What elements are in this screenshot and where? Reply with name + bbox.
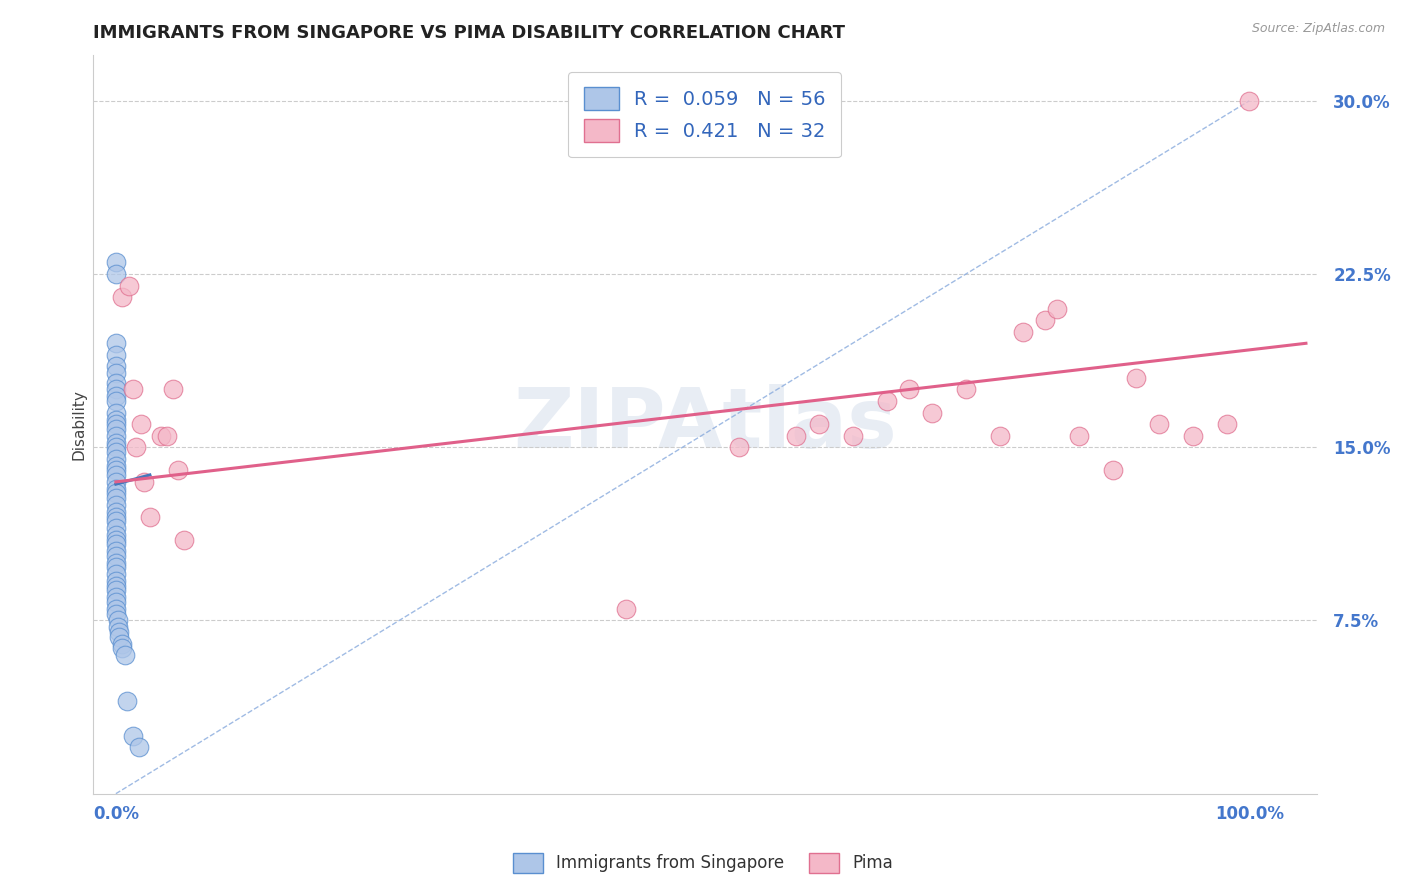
Point [104,528,127,542]
Point [104,376,127,390]
Point [104,475,127,489]
Legend: Immigrants from Singapore, Pima: Immigrants from Singapore, Pima [506,847,900,880]
Point [104,406,127,420]
Point [104,544,127,558]
Point [104,533,127,547]
Point [104,556,127,570]
Point [104,491,127,505]
Point [104,509,127,524]
Point [728,440,751,454]
Point [134,475,156,489]
Point [104,394,127,409]
Point [104,521,127,535]
Point [841,428,863,442]
Point [150,428,173,442]
Point [167,463,190,477]
Point [104,336,127,351]
Point [104,602,127,616]
Point [108,625,131,640]
Point [104,348,127,362]
Point [104,412,127,426]
Point [104,467,127,482]
Point [110,290,132,304]
Point [128,740,150,755]
Point [104,463,127,477]
Point [104,486,127,500]
Point [104,445,127,459]
Point [115,694,138,708]
Point [104,514,127,528]
Point [1069,428,1091,442]
Point [1125,371,1147,385]
Point [1181,428,1204,442]
Point [1045,301,1067,316]
Point [104,389,127,403]
Point [107,620,129,634]
Point [104,367,127,381]
Point [121,729,143,743]
Point [104,428,127,442]
Point [898,383,921,397]
Point [104,595,127,609]
Point [173,533,195,547]
Point [104,458,127,473]
Point [104,267,127,281]
Point [107,614,129,628]
Point [108,630,131,644]
Point [104,422,127,436]
Point [104,359,127,374]
Point [1102,463,1125,477]
Point [114,648,136,662]
Point [104,537,127,551]
Point [104,567,127,582]
Point [955,383,977,397]
Point [121,383,143,397]
Point [104,505,127,519]
Point [104,574,127,589]
Legend: R =  0.059   N = 56, R =  0.421   N = 32: R = 0.059 N = 56, R = 0.421 N = 32 [568,71,841,158]
Point [104,591,127,605]
Point [104,255,127,269]
Point [118,278,141,293]
Text: ZIPAtlas: ZIPAtlas [513,384,897,465]
Point [104,451,127,466]
Point [139,509,162,524]
Point [129,417,152,431]
Point [807,417,830,431]
Point [1147,417,1170,431]
Point [1011,325,1033,339]
Point [104,579,127,593]
Text: Source: ZipAtlas.com: Source: ZipAtlas.com [1251,22,1385,36]
Point [1215,417,1237,431]
Text: IMMIGRANTS FROM SINGAPORE VS PIMA DISABILITY CORRELATION CHART: IMMIGRANTS FROM SINGAPORE VS PIMA DISABI… [93,24,845,42]
Point [110,636,132,650]
Point [876,394,898,409]
Point [921,406,943,420]
Point [104,583,127,598]
Point [614,602,637,616]
Point [1033,313,1056,327]
Point [104,549,127,563]
Point [104,607,127,621]
Point [104,498,127,512]
Point [125,440,148,454]
Point [104,440,127,454]
Y-axis label: Disability: Disability [72,389,86,459]
Point [104,560,127,574]
Point [988,428,1011,442]
Point [104,417,127,431]
Point [785,428,807,442]
Point [110,641,132,656]
Point [156,428,179,442]
Point [104,383,127,397]
Point [1239,94,1261,108]
Point [104,482,127,496]
Point [162,383,184,397]
Point [104,435,127,450]
